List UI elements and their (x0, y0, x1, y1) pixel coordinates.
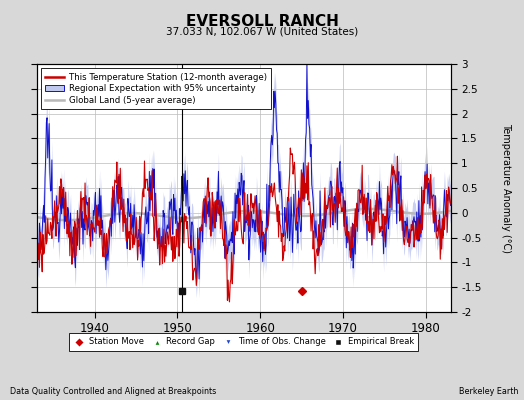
Text: EVERSOLL RANCH: EVERSOLL RANCH (185, 14, 339, 29)
Text: Data Quality Controlled and Aligned at Breakpoints: Data Quality Controlled and Aligned at B… (10, 387, 217, 396)
Legend: This Temperature Station (12-month average), Regional Expectation with 95% uncer: This Temperature Station (12-month avera… (41, 68, 271, 109)
Text: 37.033 N, 102.067 W (United States): 37.033 N, 102.067 W (United States) (166, 26, 358, 36)
Legend: Station Move, Record Gap, Time of Obs. Change, Empirical Break: Station Move, Record Gap, Time of Obs. C… (69, 333, 419, 351)
Y-axis label: Temperature Anomaly (°C): Temperature Anomaly (°C) (501, 123, 511, 253)
Text: Berkeley Earth: Berkeley Earth (460, 387, 519, 396)
